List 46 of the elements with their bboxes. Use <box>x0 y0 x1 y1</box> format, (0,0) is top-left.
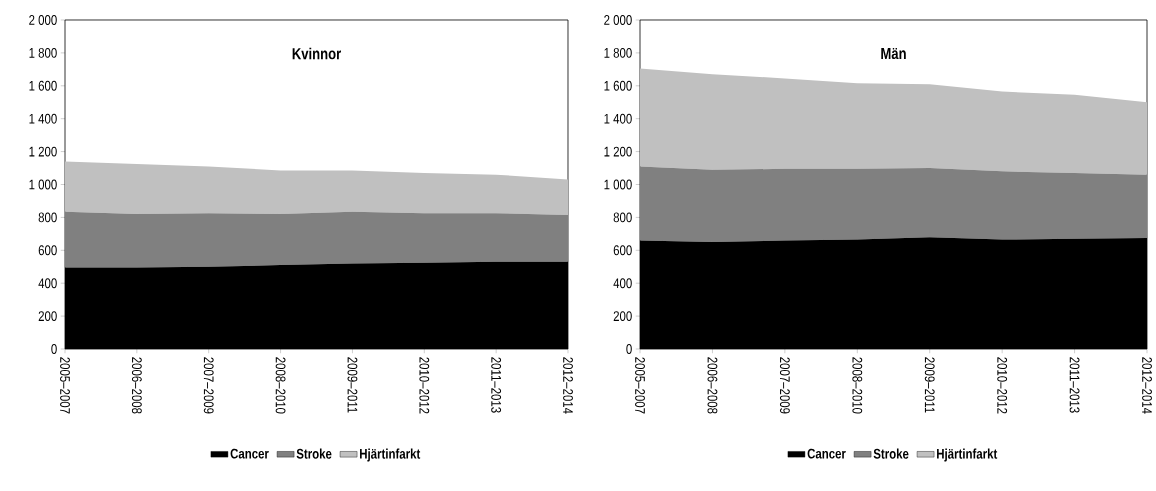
y-tick-label: 2 000 <box>29 15 57 25</box>
x-tick-label: 2006–2008 <box>707 357 718 414</box>
legend-label: Hjärtinfarkt <box>360 448 421 462</box>
x-tick-label: 2007–2009 <box>203 357 214 414</box>
x-tick-label: 2005–2007 <box>635 357 645 414</box>
y-tick-label: 1 200 <box>29 146 57 157</box>
y-tick-label: 200 <box>613 311 632 322</box>
x-tick-label: 2006–2008 <box>131 357 142 414</box>
x-tick-label: 2008–2010 <box>852 357 863 414</box>
y-tick-label: 2 000 <box>604 15 632 25</box>
y-tick-label: 200 <box>38 311 57 322</box>
x-tick-label: 2011–2013 <box>1069 357 1080 413</box>
x-tick-label: 2010–2012 <box>997 357 1008 414</box>
legend-label: Cancer <box>230 448 269 459</box>
y-tick-label: 1 400 <box>604 113 632 124</box>
text: Kvinnor <box>292 47 341 60</box>
y-tick-label: 800 <box>613 212 632 223</box>
legend-label: Hjärtinfarkt <box>937 448 998 462</box>
x-tick-label: 2005–2007 <box>60 357 70 414</box>
y-tick-label: 400 <box>38 278 57 289</box>
x-tick-label: 2009–2011 <box>347 357 358 413</box>
y-tick-label: 800 <box>38 212 57 223</box>
y-tick-label: 1 800 <box>604 47 632 58</box>
x-tick-label: 2012–2014 <box>563 357 573 414</box>
y-tick-label: 600 <box>38 245 57 256</box>
y-tick-label: 0 <box>626 344 632 354</box>
y-tick-label: 1 800 <box>29 47 57 58</box>
legend-label: Cancer <box>807 448 846 459</box>
x-tick-label: 2012–2014 <box>1142 357 1152 414</box>
y-tick-label: 1 000 <box>29 179 57 190</box>
y-tick-label: 600 <box>613 245 632 256</box>
text: Män <box>881 47 906 60</box>
x-tick-label: 2009–2011 <box>924 357 935 413</box>
y-tick-label: 400 <box>613 278 632 289</box>
x-tick-label: 2010–2012 <box>419 357 430 414</box>
legend-label: Stroke <box>873 448 909 459</box>
x-tick-label: 2007–2009 <box>779 357 790 414</box>
y-tick-label: 0 <box>51 344 57 354</box>
legend-label: Stroke <box>296 448 332 459</box>
y-tick-label: 1 000 <box>604 179 632 190</box>
y-tick-label: 1 400 <box>29 113 57 124</box>
y-tick-label: 1 200 <box>604 146 632 157</box>
x-tick-label: 2008–2010 <box>275 357 286 414</box>
y-tick-label: 1 600 <box>604 80 632 91</box>
x-tick-label: 2011–2013 <box>491 357 502 413</box>
y-tick-label: 1 600 <box>29 80 57 91</box>
